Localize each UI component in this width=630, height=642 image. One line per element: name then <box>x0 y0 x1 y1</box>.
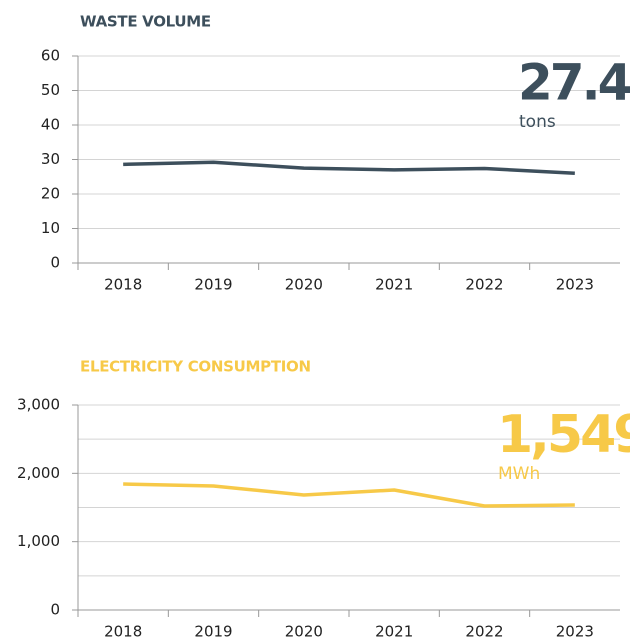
y-tick-label: 60 <box>41 47 60 65</box>
y-tick-label: 40 <box>41 116 60 134</box>
x-tick-label: 2023 <box>556 276 594 294</box>
data-line <box>123 160 575 176</box>
y-tick-label: 30 <box>41 150 60 168</box>
x-tick-label: 2020 <box>285 276 323 294</box>
x-tick-label: 2021 <box>375 623 413 641</box>
chart-title: WASTE VOLUME <box>80 13 211 31</box>
headline-value: 27.4 <box>518 54 630 112</box>
headline-value: 1,549 <box>497 405 630 465</box>
headline-unit: MWh <box>498 464 540 484</box>
x-tick-label: 2022 <box>465 276 503 294</box>
chart-title: ELECTRICITY CONSUMPTION <box>80 358 311 376</box>
x-tick-label: 2019 <box>194 623 232 641</box>
x-tick-label: 2018 <box>104 623 142 641</box>
y-tick-label: 50 <box>41 81 60 99</box>
y-tick-label: 0 <box>50 254 60 272</box>
data-line <box>123 482 575 508</box>
x-tick-label: 2023 <box>556 623 594 641</box>
y-tick-label: 3,000 <box>17 396 60 414</box>
y-tick-label: 1,000 <box>17 532 60 550</box>
headline-unit: tons <box>519 112 556 132</box>
x-tick-label: 2020 <box>285 623 323 641</box>
y-tick-label: 2,000 <box>17 464 60 482</box>
x-tick-label: 2021 <box>375 276 413 294</box>
x-tick-label: 2018 <box>104 276 142 294</box>
y-tick-label: 10 <box>41 219 60 237</box>
x-tick-label: 2019 <box>194 276 232 294</box>
y-tick-label: 20 <box>41 185 60 203</box>
x-tick-label: 2022 <box>465 623 503 641</box>
y-tick-label: 0 <box>50 601 60 619</box>
